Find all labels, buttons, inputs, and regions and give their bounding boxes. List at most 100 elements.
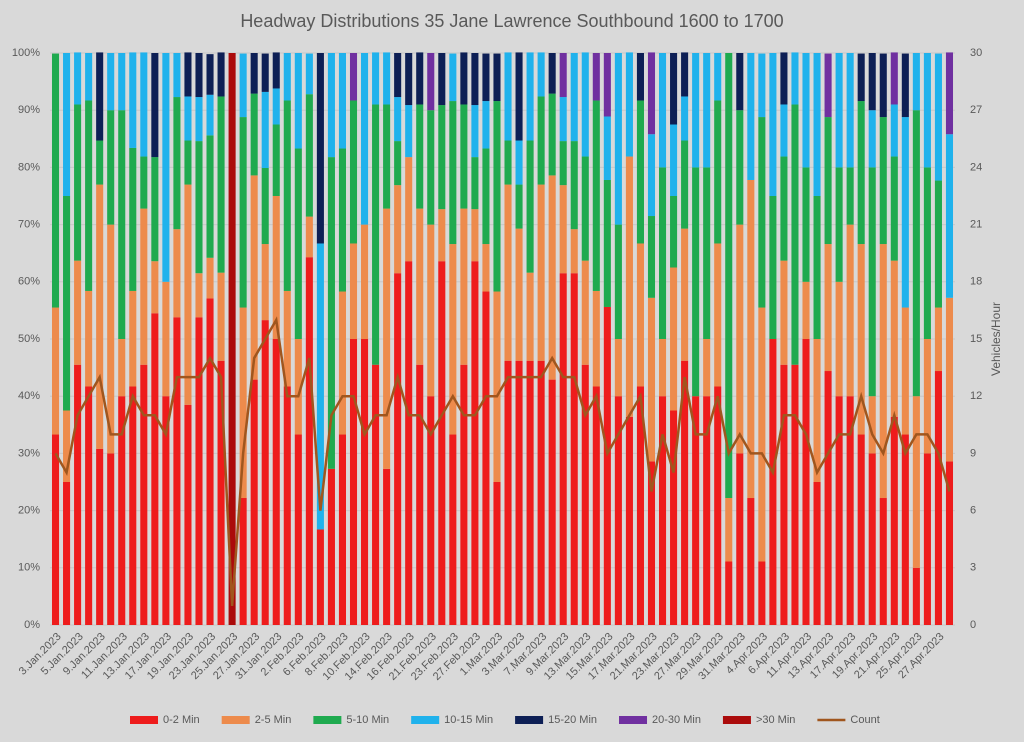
bar-segment xyxy=(283,100,291,291)
bar-segment xyxy=(449,244,457,435)
y2-tick-label: 12 xyxy=(970,390,982,402)
bar-segment xyxy=(692,53,700,168)
bar-segment xyxy=(184,140,192,185)
bar-segment xyxy=(714,53,722,101)
bar-segment xyxy=(647,134,656,217)
bar-segment xyxy=(449,53,457,102)
bar-segment xyxy=(316,53,324,244)
bar-segment xyxy=(372,104,380,365)
bar-segment xyxy=(250,175,258,380)
bar-segment xyxy=(570,53,578,142)
bar-segment xyxy=(449,101,457,245)
bar-segment xyxy=(184,404,192,625)
bar-segment xyxy=(162,396,170,625)
bar-segment xyxy=(703,167,711,339)
bar-segment xyxy=(515,360,523,625)
bar-segment xyxy=(151,53,159,158)
bar-segment xyxy=(901,117,909,308)
bar-segment xyxy=(460,52,468,105)
bar-segment xyxy=(614,224,622,339)
legend-label: 20-30 Min xyxy=(652,714,701,726)
bar-segment xyxy=(879,498,887,625)
bar-segment xyxy=(394,53,402,98)
bar-segment xyxy=(471,261,479,625)
bar-segment xyxy=(471,53,479,106)
bar-segment xyxy=(658,53,667,168)
bar-segment xyxy=(570,229,578,274)
bar-segment xyxy=(636,243,644,387)
y-tick-label: 80% xyxy=(18,161,40,173)
bar-segment xyxy=(802,281,810,339)
bar-segment xyxy=(493,291,501,482)
bar-segment xyxy=(107,453,115,625)
bar-segment xyxy=(692,396,700,625)
bar-segment xyxy=(647,297,656,462)
bar-segment xyxy=(835,396,843,625)
bar-segment xyxy=(51,53,60,308)
bar-segment xyxy=(493,101,501,292)
bar-segment xyxy=(846,167,854,225)
bar-segment xyxy=(449,434,457,625)
bar-segment xyxy=(482,291,490,625)
y2-axis-label: Vehicles/Hour xyxy=(989,302,1003,376)
y2-tick-label: 0 xyxy=(970,619,976,631)
count-line xyxy=(54,316,951,607)
bar-segment xyxy=(416,364,424,625)
bar-segment xyxy=(140,156,148,209)
bar-segment xyxy=(945,134,954,298)
bar-segment xyxy=(813,53,821,196)
bar-segment xyxy=(857,101,865,245)
bar-segment xyxy=(912,396,920,568)
bar-segment xyxy=(681,360,689,625)
bar-segment xyxy=(581,260,589,365)
y2-tick-label: 9 xyxy=(970,447,976,459)
bar-segment xyxy=(923,167,931,339)
bar-segment xyxy=(327,468,335,625)
bar-segment xyxy=(394,273,402,625)
bar-segment xyxy=(912,110,920,397)
bar-segment xyxy=(592,53,600,101)
bar-segment xyxy=(614,339,622,397)
bar-segment xyxy=(945,297,954,462)
bar-segment xyxy=(868,167,876,397)
bar-segment xyxy=(780,156,788,261)
bar-segment xyxy=(559,97,567,142)
y-tick-label: 30% xyxy=(18,447,40,459)
legend-swatch xyxy=(619,716,648,724)
bar-segment xyxy=(129,147,137,291)
bar-segment xyxy=(537,52,545,97)
bar-segment xyxy=(758,117,766,308)
bar-segment xyxy=(515,184,523,229)
bar-segment xyxy=(416,104,424,209)
bar-segment xyxy=(670,267,678,411)
bar-segment xyxy=(813,196,821,339)
bar-segment xyxy=(261,320,269,625)
bar-segment xyxy=(504,184,512,361)
bar-segment xyxy=(305,216,313,258)
bar-segment xyxy=(868,110,876,168)
bar-segment xyxy=(118,396,126,625)
bar-segment xyxy=(250,93,258,176)
bar-segment xyxy=(625,156,633,417)
bar-segment xyxy=(283,53,291,101)
legend-swatch xyxy=(313,716,342,724)
legend-swatch xyxy=(722,716,751,724)
bar-segment xyxy=(603,116,611,180)
bar-segment xyxy=(670,124,678,196)
bar-segment xyxy=(703,53,711,168)
bar-segment xyxy=(603,53,611,117)
bar-segment xyxy=(118,339,126,397)
bar-segment xyxy=(405,157,413,262)
bar-segment xyxy=(140,52,148,157)
bar-segment xyxy=(923,453,931,625)
y2-tick-label: 15 xyxy=(970,333,982,345)
bar-segment xyxy=(879,244,887,499)
bar-segment xyxy=(537,184,545,361)
bar-segment xyxy=(581,52,589,157)
bar-segment xyxy=(548,379,556,625)
bar-segment xyxy=(217,96,225,273)
bar-segment xyxy=(294,434,302,625)
bar-segment xyxy=(681,228,689,361)
bar-segment xyxy=(681,96,689,141)
bar-segment xyxy=(802,339,810,625)
